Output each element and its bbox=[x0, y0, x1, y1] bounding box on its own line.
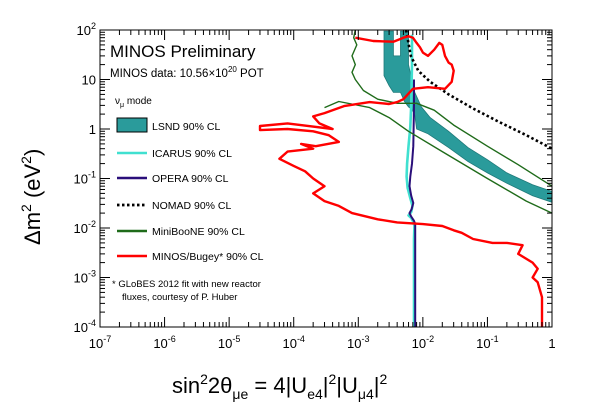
y-tick-label: 10-2 bbox=[74, 219, 96, 236]
mode-label-base: ν bbox=[115, 96, 120, 107]
legend-swatch bbox=[116, 117, 148, 133]
x-tick-label: 10-1 bbox=[476, 334, 498, 351]
miniboone-90-cl-curve bbox=[351, 30, 552, 187]
legend-label: LSND 90% CL bbox=[152, 121, 220, 133]
x-tick-label: 1 bbox=[548, 336, 555, 351]
mode-label-tail: mode bbox=[124, 96, 152, 107]
legend-item-miniboone-90-cl: MiniBooNE 90% CL bbox=[117, 226, 245, 238]
y-axis-title: Δm2 (eV2) bbox=[18, 149, 45, 245]
chart-subtitle: MINOS data: 10.56×1020 POT bbox=[110, 65, 264, 80]
footnote-line-2: fluxes, courtesy of P. Huber bbox=[122, 292, 237, 303]
legend-item-nomad-90-cl: NOMAD 90% CL bbox=[117, 200, 232, 212]
legend-label: OPERA 90% CL bbox=[152, 173, 229, 185]
legend-label: MiniBooNE 90% CL bbox=[152, 226, 245, 238]
y-tick-label: 1 bbox=[89, 122, 96, 137]
mode-label-sub: μ bbox=[120, 102, 124, 109]
footnote: * GLoBES 2012 fit with new reactor fluxe… bbox=[112, 279, 261, 303]
plot-area bbox=[100, 30, 552, 327]
x-tick-label: 10-5 bbox=[218, 334, 240, 351]
miniboone-90-cl-inner-curve bbox=[324, 100, 552, 214]
subtitle-main: MINOS data: 10.56×10 bbox=[110, 68, 228, 80]
legend-label: ICARUS 90% CL bbox=[152, 148, 232, 160]
x-tick-label: 10-7 bbox=[89, 334, 111, 351]
nomad-90-cl-curve bbox=[404, 30, 552, 150]
chart-title: MINOS Preliminary bbox=[110, 42, 256, 61]
y-tick-label: 102 bbox=[77, 21, 96, 38]
legend-label: MINOS/Bugey* 90% CL bbox=[152, 251, 264, 263]
y-tick-label: 10-1 bbox=[74, 170, 96, 187]
subtitle-tail: POT bbox=[237, 68, 264, 80]
footnote-line-1: * GLoBES 2012 fit with new reactor bbox=[112, 279, 261, 290]
x-tick-label: 10-3 bbox=[347, 334, 369, 351]
mode-label: νμ mode bbox=[115, 96, 152, 109]
legend-item-icarus-90-cl: ICARUS 90% CL bbox=[117, 148, 232, 160]
x-tick-label: 10-6 bbox=[153, 334, 175, 351]
legend-label: NOMAD 90% CL bbox=[152, 200, 232, 212]
x-tick-label: 10-4 bbox=[282, 334, 304, 351]
x-axis-title: sin22θμe = 4|Ue4|2|Uμ4|2 bbox=[172, 371, 387, 402]
subtitle-exp: 20 bbox=[228, 65, 237, 74]
y-tick-label: 10-3 bbox=[74, 269, 96, 286]
minos-bugey-90-cl-curve bbox=[258, 35, 544, 327]
legend-item-minos-bugey-90-cl: MINOS/Bugey* 90% CL bbox=[117, 251, 264, 263]
legend-item-lsnd-90-cl: LSND 90% CL bbox=[116, 117, 220, 133]
y-tick-label: 10-4 bbox=[74, 318, 96, 335]
y-tick-label: 10 bbox=[82, 73, 96, 88]
legend-item-opera-90-cl: OPERA 90% CL bbox=[117, 173, 229, 185]
x-tick-label: 10-2 bbox=[412, 334, 434, 351]
